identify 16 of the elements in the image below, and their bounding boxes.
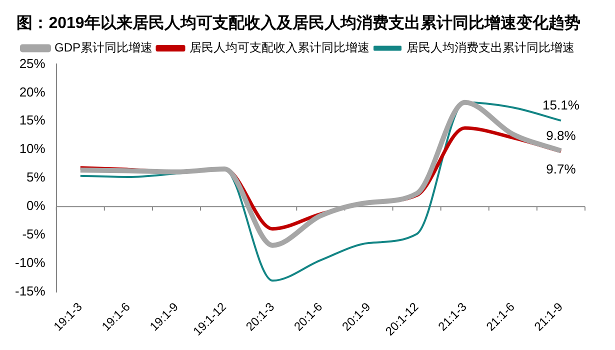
legend-label: GDP累计同比增速 <box>54 40 153 55</box>
legend-label: 居民人均消费支出累计同比增速 <box>406 40 574 55</box>
data-label: 9.8% <box>546 128 576 143</box>
chart-title: 图：2019年以来居民人均可支配收入及居民人均消费支出累计同比增速变化趋势 <box>16 14 580 32</box>
y-tick-label: -10% <box>14 255 46 270</box>
data-label: 15.1% <box>542 98 580 113</box>
y-tick-label: 25% <box>19 56 46 71</box>
y-tick-label: -15% <box>14 284 46 299</box>
y-tick-label: 15% <box>19 112 46 128</box>
data-label: 9.7% <box>546 161 576 176</box>
y-tick-label: 10% <box>19 141 46 156</box>
y-tick-label: 0% <box>26 198 46 214</box>
y-tick-label: 5% <box>26 170 46 185</box>
legend-label: 居民人均可支配收入累计同比增速 <box>190 40 370 55</box>
y-tick-label: 20% <box>19 84 46 100</box>
y-tick-label: -5% <box>22 226 46 242</box>
